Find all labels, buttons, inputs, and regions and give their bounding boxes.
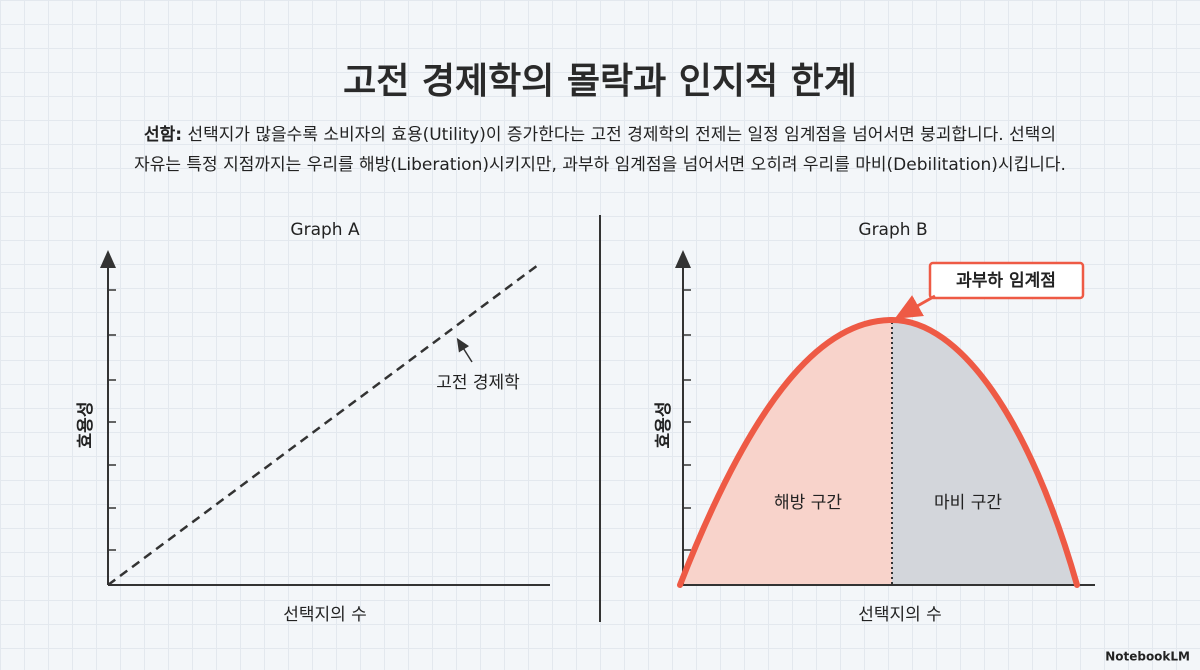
region-label: 마비 구간	[934, 493, 1002, 513]
callout: 과부하 임계점	[956, 270, 1056, 291]
classic-line	[107, 263, 539, 587]
title: 고전 경제학의 몰락과 인지적 한계	[343, 61, 857, 102]
description-line: 선함: 선택지가 많을수록 소비자의 효용(Utility)이 증가한다는 고전…	[0, 120, 1200, 150]
callout-arrow	[894, 294, 936, 319]
y-ticks	[683, 289, 691, 551]
utility-curve	[677, 316, 1080, 588]
liberation-area	[680, 320, 892, 585]
x-label: 선택지의 수	[858, 605, 942, 625]
description-lead: 선함:	[143, 125, 183, 145]
debilitation-area	[892, 320, 1077, 585]
description-text: 선택지가 많을수록 소비자의 효용(Utility)이 증가한다는 고전 경제학…	[187, 125, 1057, 145]
annotation-arrow	[456, 337, 473, 363]
annotation: 고전 경제학	[436, 373, 520, 393]
y-ticks	[108, 289, 116, 551]
callout-box	[928, 261, 1085, 300]
graph-a-title: Graph A	[290, 220, 360, 240]
description: 선함: 선택지가 많을수록 소비자의 효용(Utility)이 증가한다는 고전…	[0, 120, 1200, 180]
description-line: 자유는 특정 지점까지는 우리를 해방(Liberation)시키지만, 과부하…	[134, 155, 1066, 175]
x-label: 선택지의 수	[283, 605, 367, 625]
brand: NotebookLM	[1105, 650, 1190, 664]
region-label: 해방 구간	[774, 493, 842, 513]
y-label: 효용성	[654, 402, 674, 449]
graph-b-title: Graph B	[858, 220, 927, 240]
y-label: 효용성	[76, 402, 96, 449]
